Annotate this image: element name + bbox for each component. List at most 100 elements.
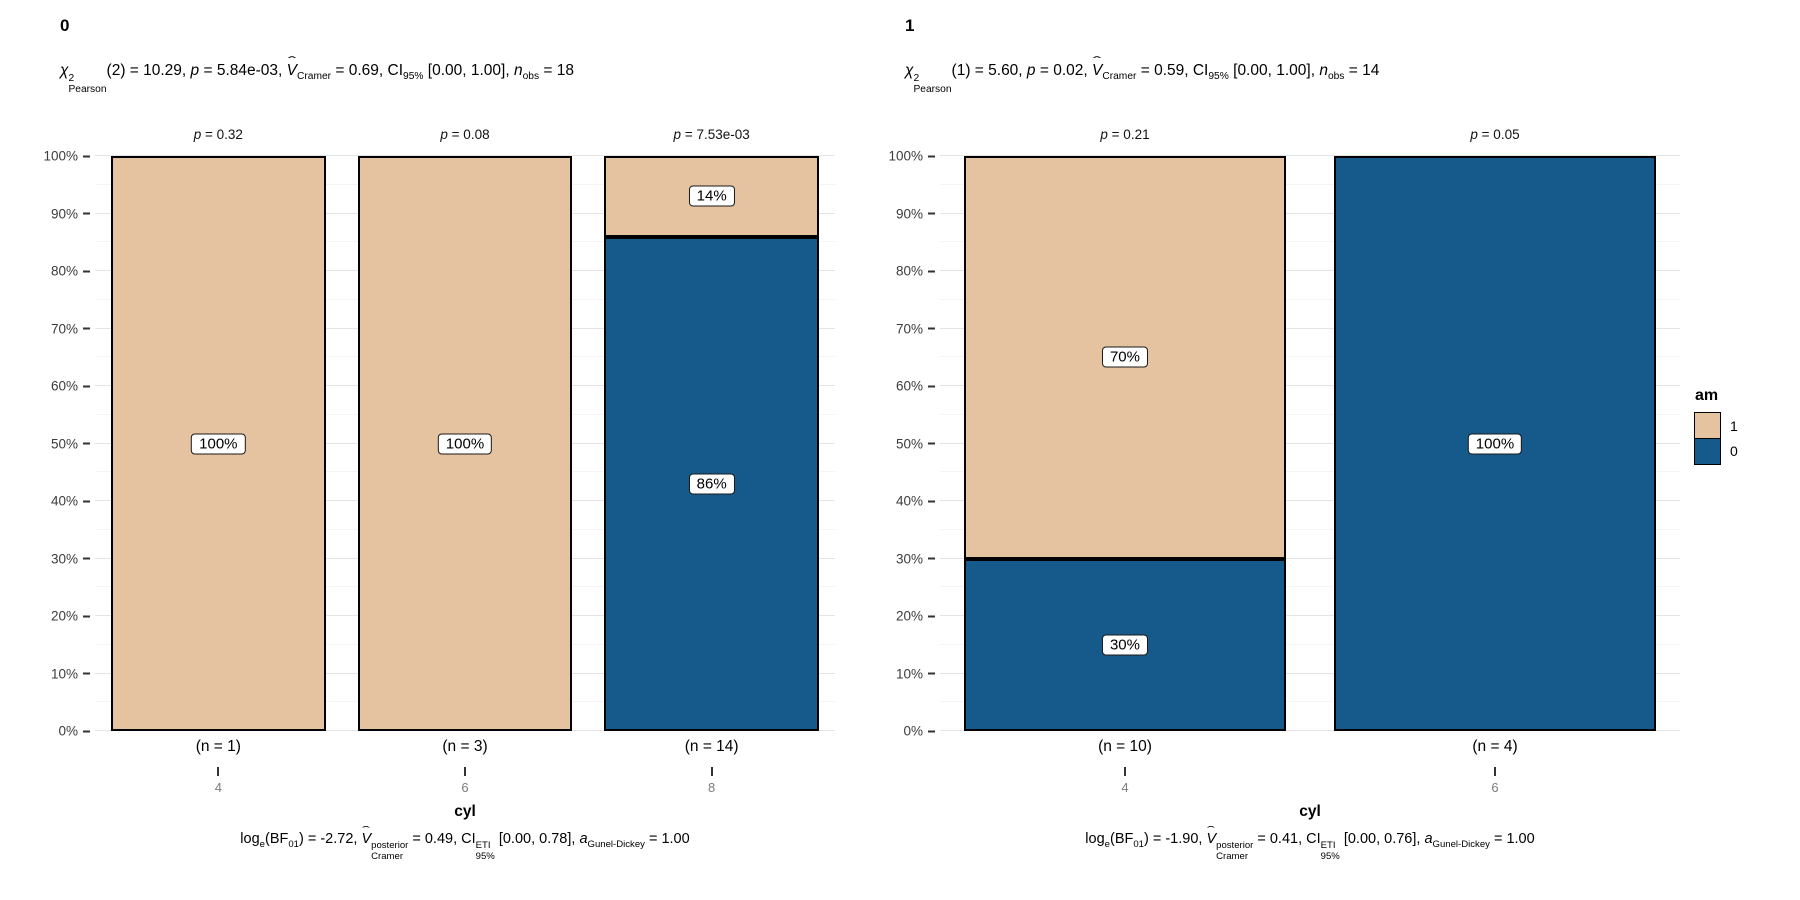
y-axis-label: 0% (58, 723, 78, 739)
bar-n-label: (n = 4) (1472, 738, 1518, 755)
caption-text: = 1.00 (644, 831, 690, 847)
x-category-label: 6 (1491, 780, 1499, 795)
stats-subtitle: χ 2 Pearson (2) = 10.29, p = 5.84e-03, ˆ VCr… (60, 48, 845, 95)
y-tick-mark (83, 672, 90, 675)
n-label-row: (n = 1) (n = 3) (n = 14) (95, 731, 835, 765)
gridline (940, 241, 1680, 243)
stacked-bar: 100% (111, 156, 326, 731)
gridline (940, 356, 1680, 358)
y-axis-tick: 10% (51, 666, 90, 681)
subtitle-text: (2) = 10.29, (106, 62, 191, 79)
gridline (940, 183, 1680, 185)
chi-subscript: Pearson (913, 83, 952, 95)
p-symbol: p (440, 127, 448, 142)
y-tick-mark (928, 442, 935, 445)
y-axis-tick: 40% (51, 494, 90, 509)
legend-title: am (1695, 387, 1719, 405)
y-tick-mark (928, 155, 935, 157)
v-subscript: Cramer (371, 850, 404, 862)
subtitle-text: = 18 (539, 62, 574, 79)
v-symbol: V (1092, 62, 1103, 79)
v-superscript: posterior (371, 840, 409, 852)
y-axis-label: 100% (43, 148, 78, 164)
hat-symbol: ˆ (287, 55, 297, 69)
v-subscript: Cramer (296, 71, 332, 83)
subtitle-text: = 14 (1344, 62, 1380, 79)
y-axis-tick: 70% (51, 321, 90, 336)
facet-title: 1 (905, 16, 915, 35)
n-symbol: n (1319, 62, 1328, 79)
caption-text: (BF (1109, 831, 1134, 847)
v-superscript: posterior (1216, 840, 1254, 852)
ci-superscript: ETI (475, 840, 491, 852)
percent-label: 100% (437, 433, 493, 454)
x-category-label: 4 (214, 780, 222, 795)
y-axis-label: 0% (903, 723, 923, 739)
facet-title: 0 (60, 16, 70, 35)
p-symbol: p (1026, 62, 1036, 79)
ci-supsub: ETI 95% (1321, 841, 1340, 862)
bar-n-label: (n = 3) (442, 738, 488, 755)
x-category-label: 8 (708, 780, 716, 795)
ci-supsub: ETI 95% (476, 841, 495, 862)
subtitle-text: = 0.02, (1035, 62, 1092, 79)
subtitle-text: = 0.59, CI (1136, 62, 1209, 79)
caption-text: log (1085, 831, 1105, 847)
y-axis-tick: 100% (888, 149, 935, 164)
gridline (940, 528, 1680, 530)
hat-symbol: ˆ (1092, 55, 1102, 69)
y-tick-mark (928, 385, 935, 387)
plot-region: 0% 10% 20% 30% 40% 50% 60% 70% 80% 90% 100% p = 0.… (845, 94, 1690, 801)
x-category-label: 4 (1121, 780, 1129, 795)
caption-text: [0.00, 0.76], (1339, 831, 1425, 847)
y-axis-tick: 10% (896, 666, 935, 681)
a-symbol: a (1424, 831, 1433, 847)
chi-exponent: 2 (68, 72, 75, 84)
y-axis-label: 90% (895, 206, 923, 221)
subtitle-text: = 0.69, CI (331, 62, 404, 79)
v-symbol: V (361, 831, 372, 847)
caption-text: ) = -1.90, (1143, 831, 1207, 847)
gridline (940, 442, 1680, 444)
gridline (940, 672, 1680, 674)
y-axis-label: 70% (895, 321, 923, 336)
legend-swatch-am-0 (1694, 437, 1721, 465)
y-tick-mark (83, 385, 90, 387)
legend-label: 0 (1730, 443, 1738, 460)
bar-n-label: (n = 1) (195, 738, 241, 755)
x-tick-mark (217, 767, 220, 776)
y-axis-tick: 80% (896, 264, 935, 279)
x-tick-mark (710, 767, 713, 776)
n-subscript: obs (522, 71, 540, 83)
y-axis-tick: 60% (51, 379, 90, 394)
chi-subscript: Pearson (68, 83, 107, 95)
y-axis-tick: 0% (903, 724, 935, 739)
y-axis-tick: 40% (896, 494, 935, 509)
percent-label: 14% (688, 185, 735, 207)
x-tick-mark (1494, 767, 1496, 776)
gridline (940, 500, 1680, 501)
y-axis-tick: 50% (896, 436, 935, 451)
y-axis-tick: 60% (896, 379, 935, 394)
y-axis-tick: 100% (43, 149, 90, 164)
percent-label: 30% (1101, 634, 1148, 656)
x-tick-mark (1124, 767, 1126, 776)
log-subscript: e (259, 838, 265, 850)
y-tick-mark (928, 327, 935, 330)
y-tick-mark (83, 155, 90, 157)
y-axis-label: 10% (50, 666, 78, 681)
gridline (940, 155, 1680, 156)
n-subscript: obs (1327, 71, 1345, 83)
v-supsub: posterior Cramer (371, 841, 408, 862)
percent-label: 70% (1101, 346, 1148, 368)
gridline (940, 413, 1680, 415)
y-axis-label: 60% (50, 378, 78, 394)
gridline (940, 701, 1680, 703)
x-category-row: 4 6 8 (95, 777, 835, 801)
bar-p-value: p = 0.05 (1470, 127, 1520, 142)
